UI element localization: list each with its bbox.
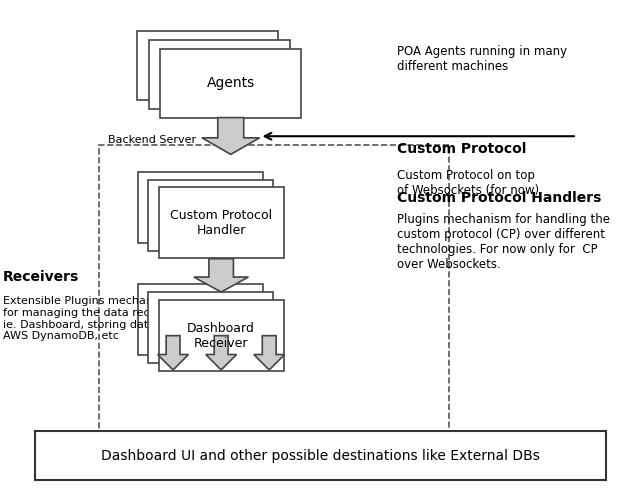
Text: Extensible Plugins mechanism
for managing the data received
ie. Dashboard, stori: Extensible Plugins mechanism for managin… <box>3 296 181 341</box>
Text: Plugins mechanism for handling the
custom protocol (CP) over different
technolog: Plugins mechanism for handling the custo… <box>397 213 610 271</box>
Polygon shape <box>194 259 248 292</box>
Text: Receivers: Receivers <box>3 270 79 284</box>
Polygon shape <box>158 336 188 370</box>
Text: Custom Protocol Handlers: Custom Protocol Handlers <box>397 192 602 205</box>
Text: Backend Server: Backend Server <box>108 135 196 145</box>
Bar <box>158 187 283 259</box>
Text: Agents: Agents <box>206 76 255 90</box>
Text: Custom Protocol: Custom Protocol <box>397 143 527 156</box>
Bar <box>137 31 278 100</box>
Bar <box>138 172 263 243</box>
Bar <box>149 40 290 109</box>
Bar <box>160 49 301 118</box>
Text: Dashboard UI and other possible destinations like External DBs: Dashboard UI and other possible destinat… <box>101 449 540 463</box>
Bar <box>158 300 283 371</box>
Text: Custom Protocol on top
of Websockets (for now): Custom Protocol on top of Websockets (fo… <box>397 169 540 197</box>
Bar <box>138 284 263 356</box>
Bar <box>99 145 449 431</box>
Bar <box>148 179 273 251</box>
Text: Dashboard
Receiver: Dashboard Receiver <box>187 321 255 350</box>
Polygon shape <box>254 336 285 370</box>
Bar <box>35 431 606 480</box>
Text: POA Agents running in many
different machines: POA Agents running in many different mac… <box>397 45 567 73</box>
Polygon shape <box>202 118 260 154</box>
Polygon shape <box>206 336 237 370</box>
Bar <box>148 292 273 364</box>
Text: Custom Protocol
Handler: Custom Protocol Handler <box>170 209 272 237</box>
